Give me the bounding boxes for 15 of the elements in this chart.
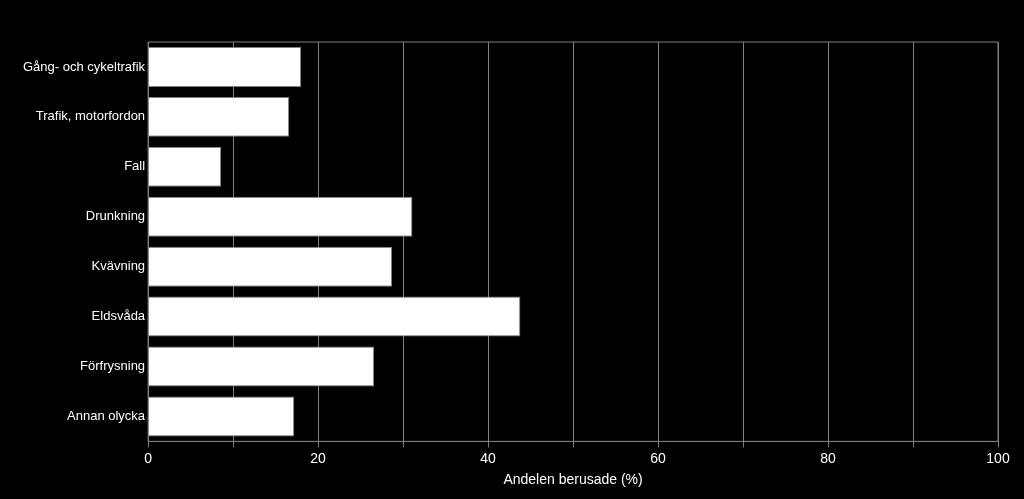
x-tick-label: 40: [480, 449, 497, 466]
y-tick-label: Förfrysning: [80, 358, 146, 374]
y-tick-label: Fall: [124, 158, 146, 174]
y-tick-label: Gång- och cykeltrafik: [22, 58, 146, 74]
y-tick-label: Drunkning: [85, 208, 146, 224]
x-tick-label: 80: [820, 449, 837, 466]
y-tick-label: Trafik, motorfordon: [35, 108, 146, 124]
y-tick-label: Annan olycka: [67, 408, 146, 424]
x-tick-label: 100: [986, 449, 1010, 466]
y-tick-label: Kvävning: [91, 258, 146, 274]
x-tick-label: 0: [144, 449, 153, 466]
x-tick-label: 20: [310, 449, 327, 466]
x-tick-label: 60: [650, 449, 667, 466]
x-axis-title: Andelen berusade (%): [503, 471, 643, 488]
y-tick-label: Eldsvåda: [91, 308, 146, 324]
